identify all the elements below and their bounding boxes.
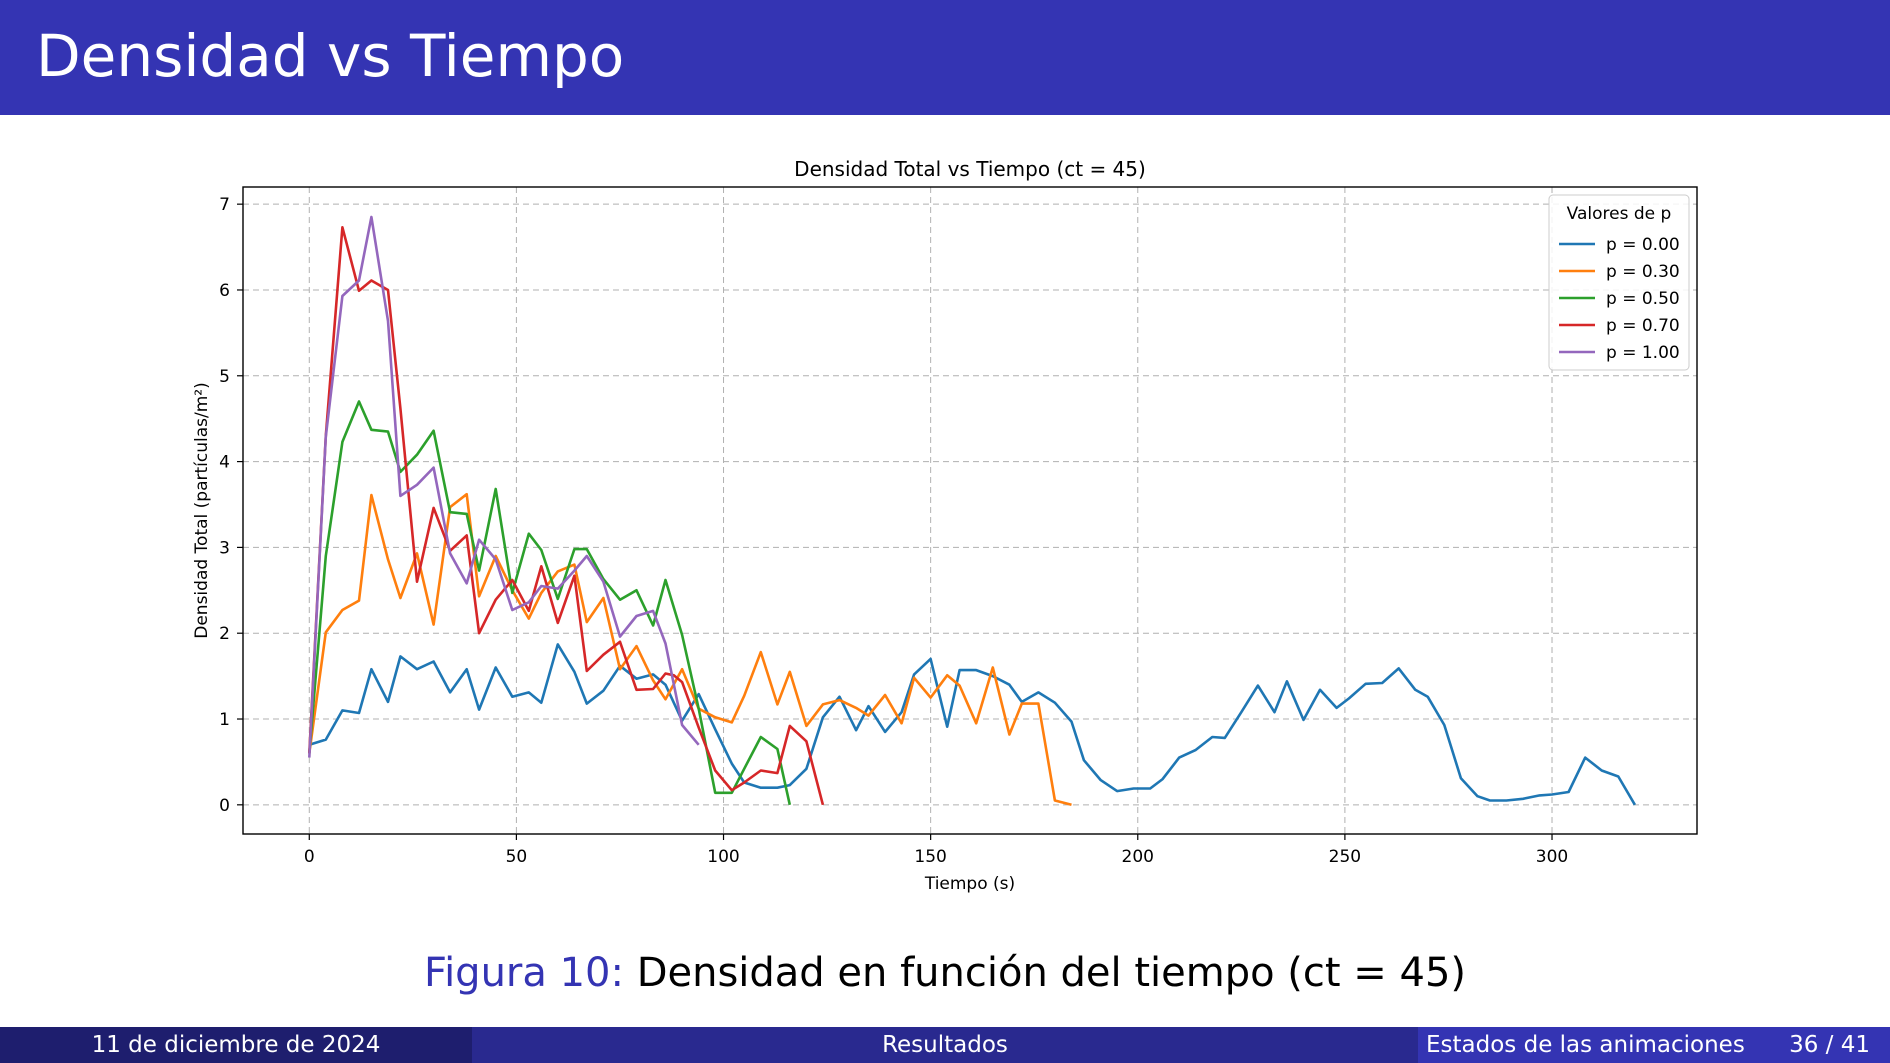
legend-entry: p = 1.00 — [1606, 343, 1680, 363]
y-tick-label: 1 — [219, 710, 230, 730]
y-tick-label: 0 — [219, 796, 230, 816]
series-line-4 — [308, 215, 700, 758]
chart-series — [308, 215, 1637, 807]
x-tick-label: 300 — [1536, 847, 1568, 867]
series-line-2 — [308, 400, 792, 806]
x-tick-label: 50 — [506, 847, 528, 867]
legend-title: Valores de p — [1567, 204, 1672, 224]
line-chart: 0 50 100 150 200 250 300 0 1 2 3 4 5 6 7 Densidad Tota… — [192, 157, 1698, 894]
chart-title: Densidad Total vs Tiempo (ct = 45) — [794, 157, 1146, 181]
legend-entry: p = 0.70 — [1606, 316, 1680, 336]
y-tick-label: 5 — [219, 367, 230, 387]
y-tick-label: 6 — [219, 281, 230, 301]
y-axis-label: Densidad Total (partículas/m²) — [192, 382, 212, 639]
legend-entry: p = 0.30 — [1606, 262, 1680, 282]
x-tick-label: 100 — [707, 847, 739, 867]
page-number: 36 / 41 — [1789, 1032, 1870, 1058]
x-tick-label: 0 — [304, 847, 315, 867]
chart-ticks: 0 50 100 150 200 250 300 0 1 2 3 4 5 6 7 — [219, 195, 1568, 867]
y-tick-label: 4 — [219, 453, 230, 473]
series-line-3 — [308, 226, 825, 806]
x-tick-label: 200 — [1122, 847, 1154, 867]
footer-date: 11 de diciembre de 2024 — [0, 1027, 472, 1063]
series-line-1 — [308, 492, 1072, 807]
footer-subsection-text: Estados de las animaciones — [1426, 1032, 1745, 1058]
slide-title: Densidad vs Tiempo — [36, 22, 625, 90]
chart-grid — [243, 187, 1697, 834]
footer-subsection: Estados de las animaciones 36 / 41 — [1418, 1027, 1890, 1063]
y-tick-label: 7 — [219, 195, 230, 215]
plot-frame — [242, 186, 1698, 835]
slide-footer: 11 de diciembre de 2024 Resultados Estad… — [0, 1027, 1890, 1063]
x-tick-label: 150 — [914, 847, 946, 867]
footer-date-text: 11 de diciembre de 2024 — [91, 1032, 381, 1058]
footer-section-text: Resultados — [882, 1032, 1008, 1058]
y-tick-label: 2 — [219, 624, 230, 644]
x-axis-label: Tiempo (s) — [924, 874, 1015, 894]
legend-entry: p = 0.50 — [1606, 289, 1680, 309]
figure-caption-text: Densidad en función del tiempo (ct = 45) — [636, 950, 1467, 996]
slide-header: Densidad vs Tiempo — [0, 0, 1890, 115]
figure-label: Figura 10: — [423, 950, 624, 996]
legend-entry: p = 0.00 — [1606, 235, 1680, 255]
series-line-0 — [308, 643, 1637, 806]
x-tick-label: 250 — [1329, 847, 1361, 867]
footer-section: Resultados — [472, 1027, 1418, 1063]
figure-caption: Figura 10: Densidad en función del tiemp… — [0, 950, 1890, 996]
y-tick-label: 3 — [219, 538, 230, 558]
chart-legend: Valores de p p = 0.00 p = 0.30 p = 0.50 p = … — [1548, 194, 1690, 371]
